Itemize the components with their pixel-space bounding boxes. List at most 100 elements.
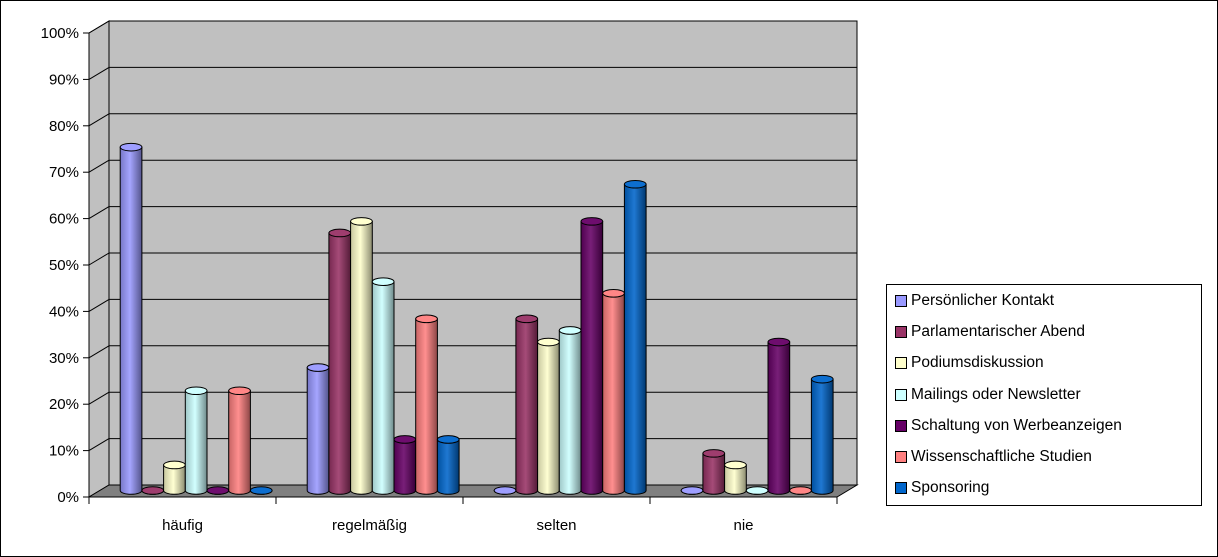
bar: [580, 217, 604, 495]
legend-label: Persönlicher Kontakt: [911, 292, 1055, 309]
bar-top: [724, 460, 747, 470]
bar-top: [371, 277, 395, 287]
bar: [306, 363, 330, 495]
bar: [810, 374, 834, 495]
y-tick-label: 70%: [49, 164, 79, 181]
bar-body: [393, 438, 417, 495]
bar: [206, 486, 230, 495]
legend-label: Mailings oder Newsletter: [911, 385, 1081, 403]
bar: [141, 486, 165, 495]
y-tick-label: 10%: [49, 443, 79, 460]
bar: [493, 486, 517, 495]
legend-item: Sponsoring: [895, 478, 989, 498]
gridline-side: [88, 20, 110, 34]
bar: [119, 142, 143, 495]
gridline-side: [88, 206, 110, 220]
bar-body: [515, 318, 539, 495]
legend-item: Mailings oder Newsletter: [895, 385, 1081, 405]
bar-body: [371, 281, 395, 495]
bar: [724, 460, 747, 495]
bar: [350, 217, 373, 495]
gridline-side: [88, 113, 110, 127]
legend-item: Wissenschaftliche Studien: [895, 447, 1092, 467]
legend-item: Podiumsdiskussion: [895, 353, 1044, 373]
bar-body: [119, 146, 143, 495]
bar-top: [328, 228, 352, 238]
bar-body: [436, 438, 460, 495]
bar-top: [602, 289, 625, 298]
legend-label: Sponsoring: [911, 479, 990, 497]
bar-top: [184, 386, 208, 396]
bar-top: [493, 486, 517, 495]
bar-top: [810, 374, 834, 384]
y-tick-label: 30%: [49, 350, 79, 367]
bar: [415, 314, 438, 495]
bar-body: [415, 318, 438, 495]
x-tick-label: häufig: [162, 517, 203, 534]
bar-top: [515, 314, 539, 324]
bar: [163, 460, 186, 495]
bar: [789, 486, 812, 495]
legend-label: Schaltung von Werbeanzeigen: [911, 416, 1122, 434]
bar-body: [602, 292, 625, 495]
bar: [228, 386, 251, 495]
bar: [184, 386, 208, 495]
bar: [328, 228, 352, 495]
bar-top: [228, 386, 251, 396]
bar-body: [702, 452, 726, 495]
legend: Persönlicher Kontakt Parlamentarischer Ab…: [886, 284, 1202, 506]
bar-body: [767, 341, 791, 495]
gridline-side: [88, 438, 110, 452]
bar: [680, 486, 704, 495]
bar-body: [163, 464, 186, 495]
bar-top: [680, 486, 704, 495]
y-tick-label: 40%: [49, 303, 79, 320]
legend-label: Parlamentarischer Abend: [911, 323, 1086, 341]
bar-body: [580, 220, 604, 495]
bar-top: [767, 337, 791, 347]
bar-body: [306, 367, 330, 495]
bar-body: [328, 232, 352, 495]
gridline-side: [88, 252, 110, 266]
bar: [745, 486, 769, 495]
legend-swatch: [895, 451, 907, 463]
bar-top: [141, 486, 165, 495]
bar-body: [558, 329, 582, 495]
gridline-side: [88, 66, 110, 80]
legend-swatch: [895, 357, 907, 370]
bar: [371, 277, 395, 495]
bar: [393, 435, 417, 495]
legend-swatch: [895, 388, 907, 401]
bar: [436, 435, 460, 495]
bar-body: [623, 183, 647, 495]
gridline-side: [88, 159, 110, 173]
y-tick-label: 60%: [49, 211, 79, 228]
legend-item: Schaltung von Werbeanzeigen: [895, 416, 1122, 436]
bar-body: [724, 464, 747, 495]
legend-swatch: [895, 326, 907, 339]
y-tick-label: 100%: [41, 25, 79, 42]
bar-top: [163, 460, 186, 470]
gridline-side: [88, 391, 110, 405]
bar-top: [249, 486, 273, 495]
bar-top: [623, 179, 647, 189]
legend-item: Persönlicher Kontakt: [895, 291, 1054, 311]
y-tick-label: 50%: [49, 257, 79, 274]
legend-label: Podiumsdiskussion: [911, 354, 1044, 372]
bar: [558, 326, 582, 495]
gridline-side: [88, 298, 110, 312]
bar-top: [702, 449, 726, 458]
bar: [767, 337, 791, 495]
bar-top: [206, 486, 230, 495]
legend-label: Wissenschaftliche Studien: [911, 448, 1092, 465]
legend-swatch: [895, 295, 907, 307]
y-tick-label: 90%: [49, 71, 79, 88]
y-tick-label: 80%: [49, 118, 79, 135]
x-tick-label: nie: [733, 517, 753, 534]
bar: [602, 289, 625, 495]
bar: [702, 449, 726, 495]
bar-top: [119, 142, 143, 152]
bar-body: [810, 378, 834, 495]
bar-body: [537, 341, 560, 495]
